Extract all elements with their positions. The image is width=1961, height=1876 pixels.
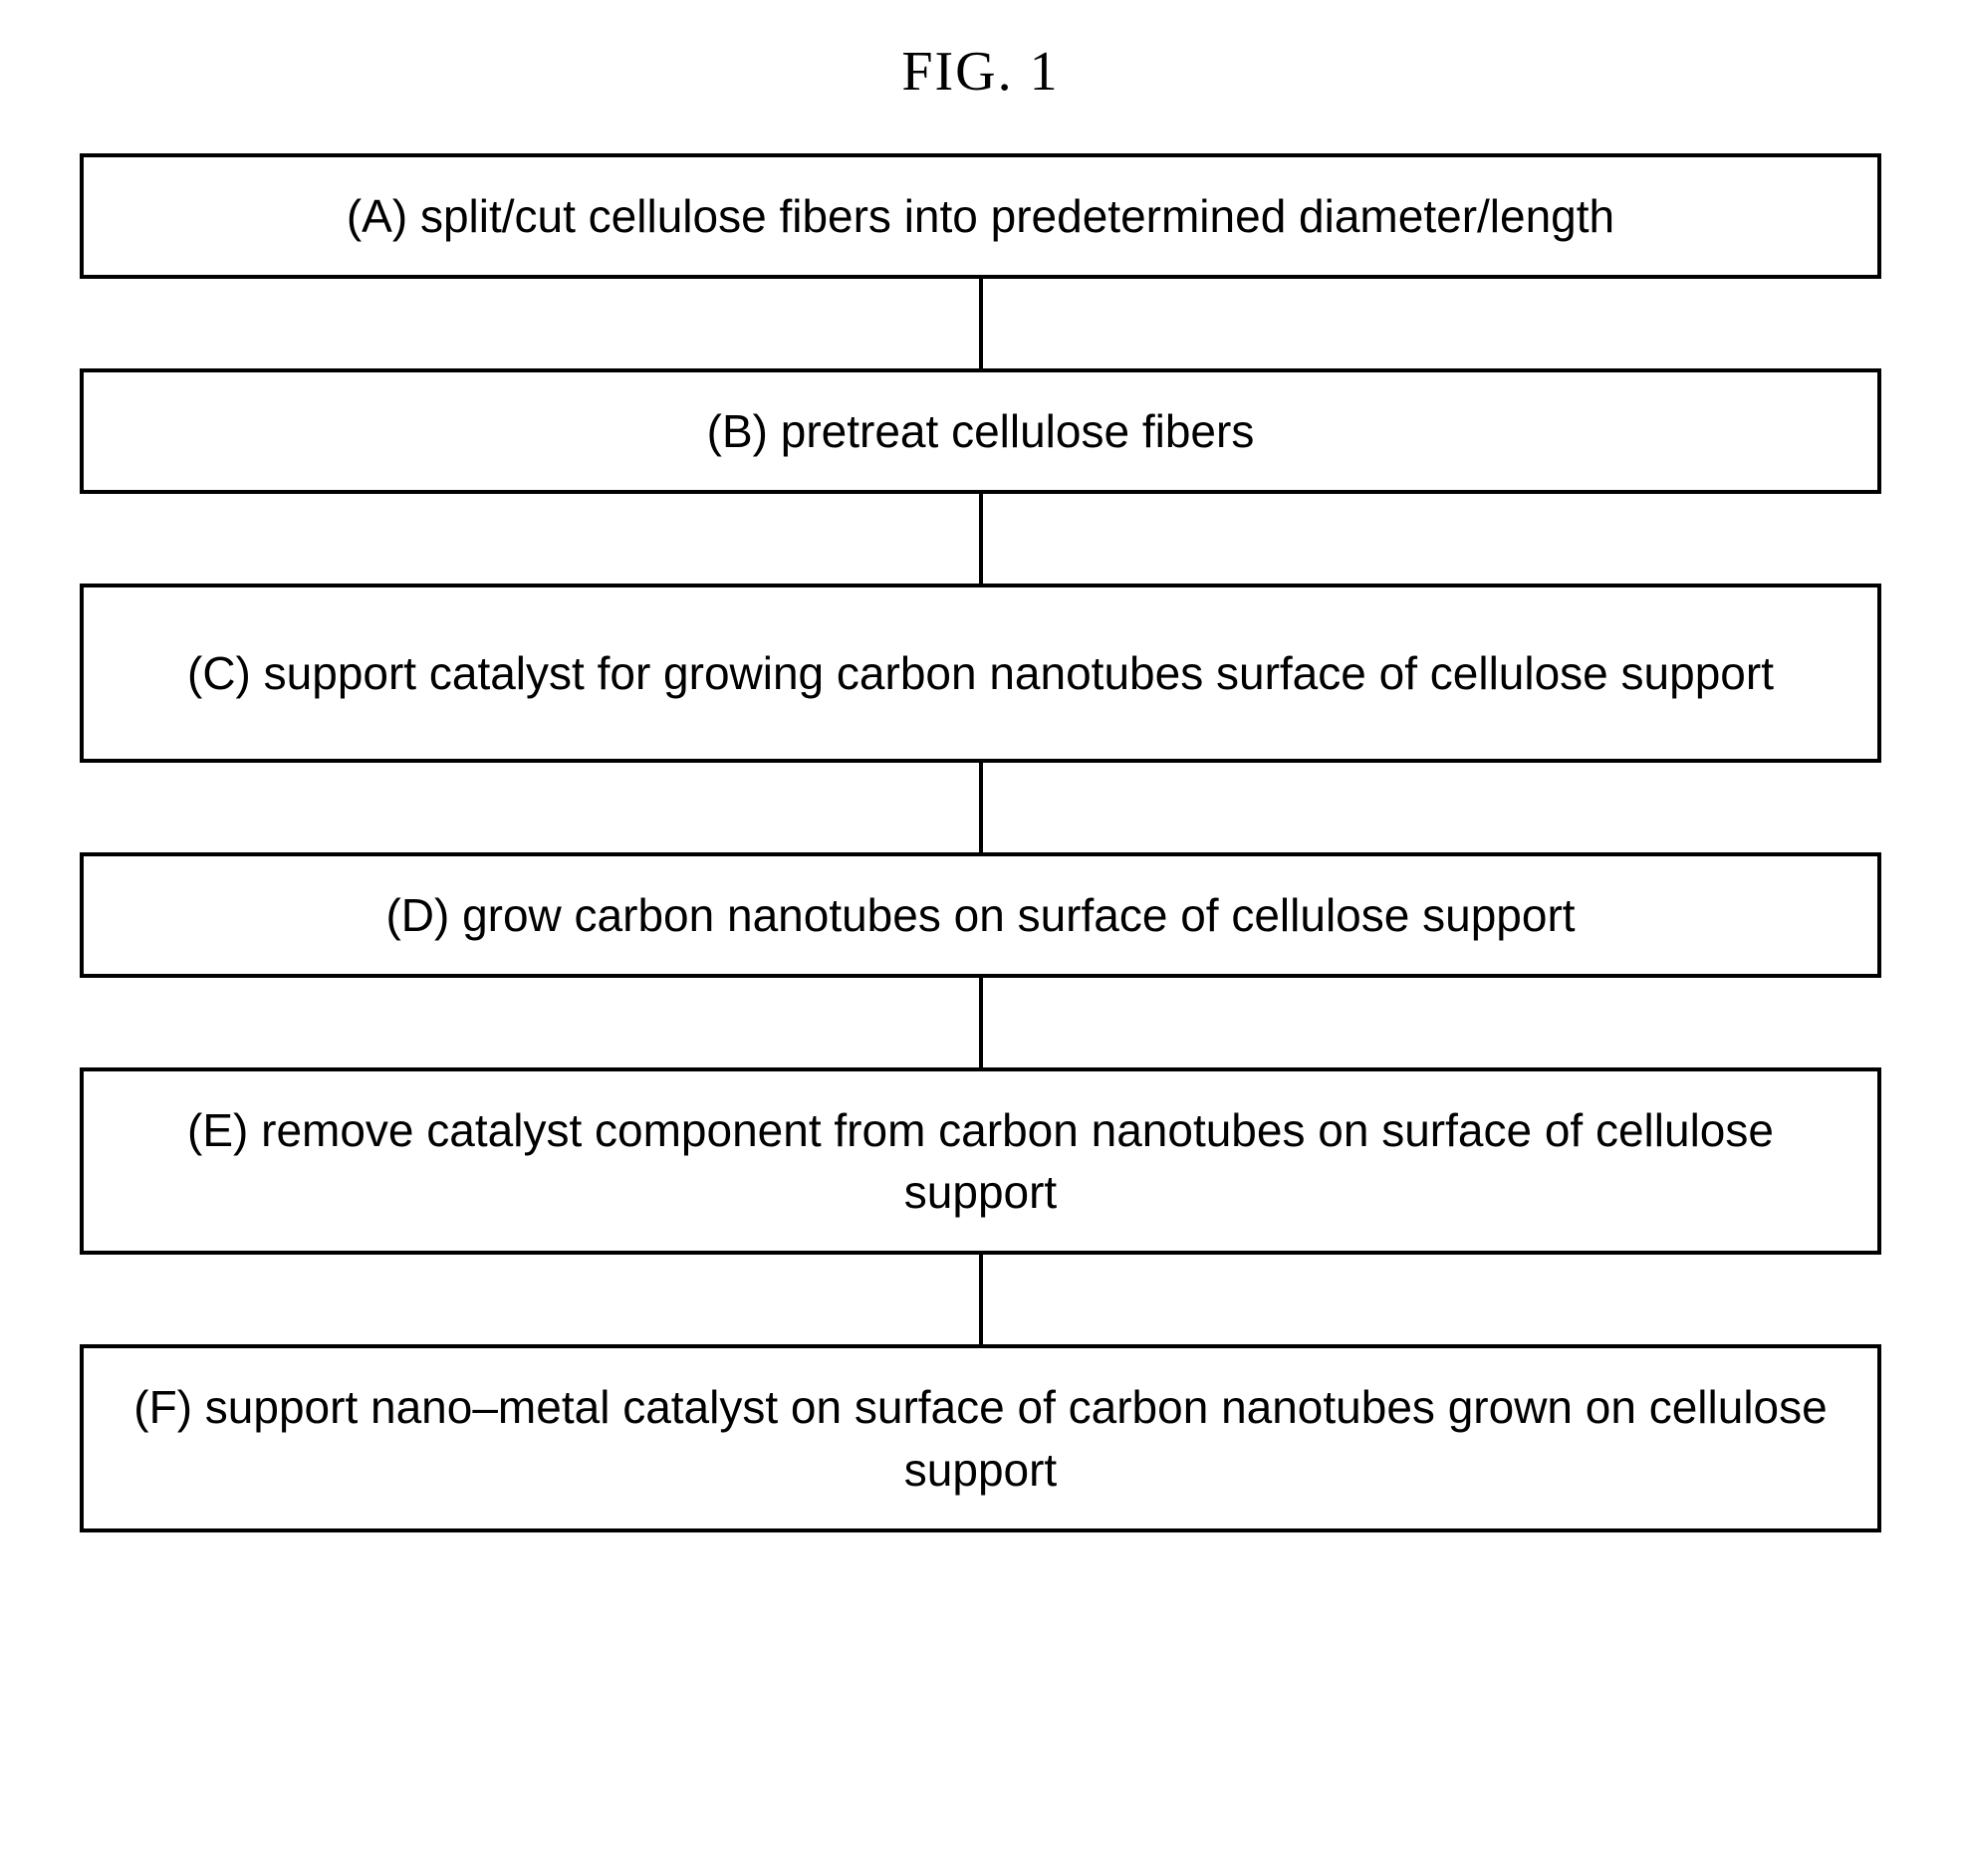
- step-box-a: (A) split/cut cellulose fibers into pred…: [80, 153, 1881, 279]
- step-text-d: (D) grow carbon nanotubes on surface of …: [385, 884, 1575, 946]
- connector-bc: [979, 494, 983, 584]
- connector-de: [979, 978, 983, 1067]
- step-box-d: (D) grow carbon nanotubes on surface of …: [80, 852, 1881, 978]
- connector-ef: [979, 1255, 983, 1344]
- figure-title: FIG. 1: [0, 0, 1961, 153]
- step-box-f: (F) support nano–metal catalyst on surfa…: [80, 1344, 1881, 1531]
- flowchart-container: (A) split/cut cellulose fibers into pred…: [0, 153, 1961, 1532]
- step-box-c: (C) support catalyst for growing carbon …: [80, 584, 1881, 763]
- step-text-b: (B) pretreat cellulose fibers: [707, 400, 1255, 462]
- step-box-e: (E) remove catalyst component from carbo…: [80, 1067, 1881, 1255]
- step-text-f: (F) support nano–metal catalyst on surfa…: [123, 1376, 1838, 1500]
- step-text-a: (A) split/cut cellulose fibers into pred…: [347, 185, 1614, 247]
- step-box-b: (B) pretreat cellulose fibers: [80, 368, 1881, 494]
- connector-cd: [979, 763, 983, 852]
- connector-ab: [979, 279, 983, 368]
- step-text-e: (E) remove catalyst component from carbo…: [123, 1099, 1838, 1223]
- step-text-c: (C) support catalyst for growing carbon …: [187, 642, 1774, 704]
